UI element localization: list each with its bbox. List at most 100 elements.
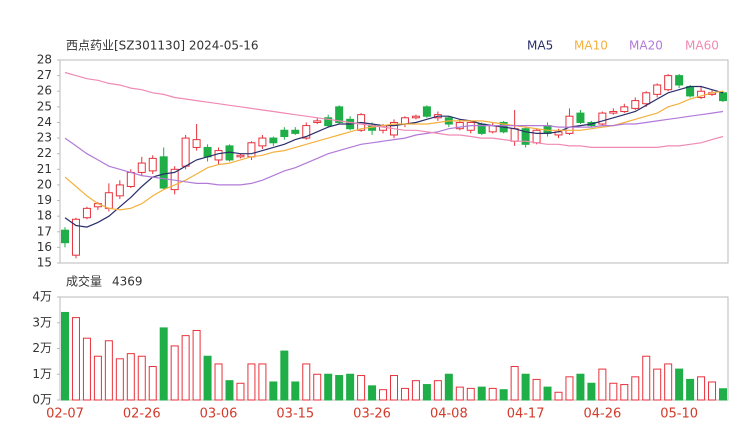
candle-body: [269, 137, 278, 144]
candle-body: [609, 111, 618, 114]
candle-body: [280, 129, 289, 138]
candle-body: [653, 84, 662, 95]
volume-bar: [587, 382, 596, 401]
volume-bar: [236, 382, 245, 401]
candle-body: [192, 139, 201, 148]
volume-bar: [313, 373, 322, 401]
volume-bar: [598, 368, 607, 401]
volume-bar: [675, 368, 684, 401]
candle-body: [335, 106, 344, 123]
y-tick-label: 3万: [32, 315, 52, 329]
candle-body: [313, 120, 322, 123]
y-tick-label: 18: [37, 209, 52, 223]
price-frame: [59, 59, 729, 264]
candle-body: [71, 218, 80, 256]
volume-bar: [521, 373, 530, 401]
candle-body: [302, 125, 311, 139]
y-tick-label: 24: [37, 115, 52, 129]
volume-bar: [697, 376, 706, 401]
candle-body: [598, 112, 607, 125]
candle-body: [642, 92, 651, 105]
volume-bar: [719, 388, 727, 401]
candle-body: [411, 115, 420, 119]
candle-body: [82, 207, 91, 219]
y-tick-label: 4万: [32, 290, 52, 304]
chart-title: 西点药业[SZ301130] 2024-05-16: [66, 39, 259, 53]
y-tick-label: 23: [37, 131, 52, 145]
volume-bar: [247, 363, 256, 401]
volume-bar: [93, 355, 102, 401]
y-tick-label: 20: [37, 177, 52, 191]
candle-body: [664, 75, 673, 91]
volume-bar: [411, 380, 420, 401]
candle-body: [576, 112, 585, 123]
x-tick-label: 04-26: [583, 407, 621, 422]
volume-bar: [488, 387, 497, 401]
y-tick-label: 19: [37, 193, 52, 207]
volume-bar: [379, 389, 388, 401]
candle-body: [719, 92, 727, 102]
candle-body: [159, 156, 168, 189]
candle-body: [137, 162, 146, 173]
volume-bar: [269, 381, 278, 401]
volume-bar: [433, 380, 442, 401]
volume-bar: [61, 311, 69, 401]
x-tick-label: 03-06: [200, 407, 238, 422]
volume-bar: [324, 373, 333, 401]
volume-bar: [390, 375, 398, 401]
legend-label: MA5: [527, 39, 553, 53]
legend-label: MA60: [685, 39, 719, 53]
volume-bar: [466, 387, 475, 401]
volume-title: 成交量: [66, 274, 102, 289]
volume-bar: [532, 378, 541, 401]
candle-body: [236, 154, 245, 158]
volume-bar: [302, 363, 311, 401]
y-tick-label: 2万: [32, 341, 52, 355]
x-tick-label: 04-17: [507, 407, 545, 422]
y-tick-label: 25: [37, 99, 52, 113]
x-tick-label: 04-08: [430, 407, 468, 422]
y-tick-label: 28: [37, 53, 52, 67]
volume-bar: [609, 382, 618, 401]
x-tick-label: 05-10: [660, 407, 698, 422]
volume-bar: [510, 366, 519, 401]
volume-bar: [368, 385, 377, 401]
volume-bar: [115, 358, 124, 401]
y-tick-label: 15: [37, 256, 52, 270]
candle-body: [247, 142, 256, 158]
volume-bar: [455, 386, 464, 401]
volume-bar: [159, 327, 168, 401]
y-tick-label: 26: [37, 84, 52, 98]
volume-bar: [335, 375, 344, 401]
y-tick-label: 1万: [32, 367, 52, 381]
volume-bar: [499, 389, 508, 401]
candle-body: [126, 171, 135, 187]
x-tick-label: 03-15: [276, 407, 314, 422]
candle-body: [115, 184, 124, 197]
x-tick-label: 03-26: [353, 407, 391, 422]
volume-bar: [126, 353, 135, 401]
volume-bar: [565, 376, 574, 401]
y-tick-label: 22: [37, 146, 52, 160]
volume-bar: [444, 373, 453, 401]
x-tick-label: 02-26: [123, 407, 161, 422]
volume-bar: [346, 373, 355, 401]
candle-body: [565, 115, 574, 134]
volume-bar: [708, 381, 717, 401]
legend-label: MA20: [629, 39, 663, 53]
volume-bar: [543, 386, 552, 401]
volume-bar: [631, 376, 640, 401]
volume-bar: [686, 378, 695, 401]
y-tick-label: 21: [37, 162, 52, 176]
legend-label: MA10: [574, 39, 608, 53]
volume-bar: [357, 375, 366, 401]
volume-bar: [477, 386, 486, 401]
ma-line: [64, 85, 724, 228]
volume-bar: [258, 363, 267, 401]
volume-bar: [170, 345, 179, 401]
volume-bar: [422, 384, 431, 401]
y-tick-label: 17: [37, 224, 52, 238]
x-tick-label: 02-07: [46, 407, 84, 422]
candle-body: [620, 106, 629, 113]
